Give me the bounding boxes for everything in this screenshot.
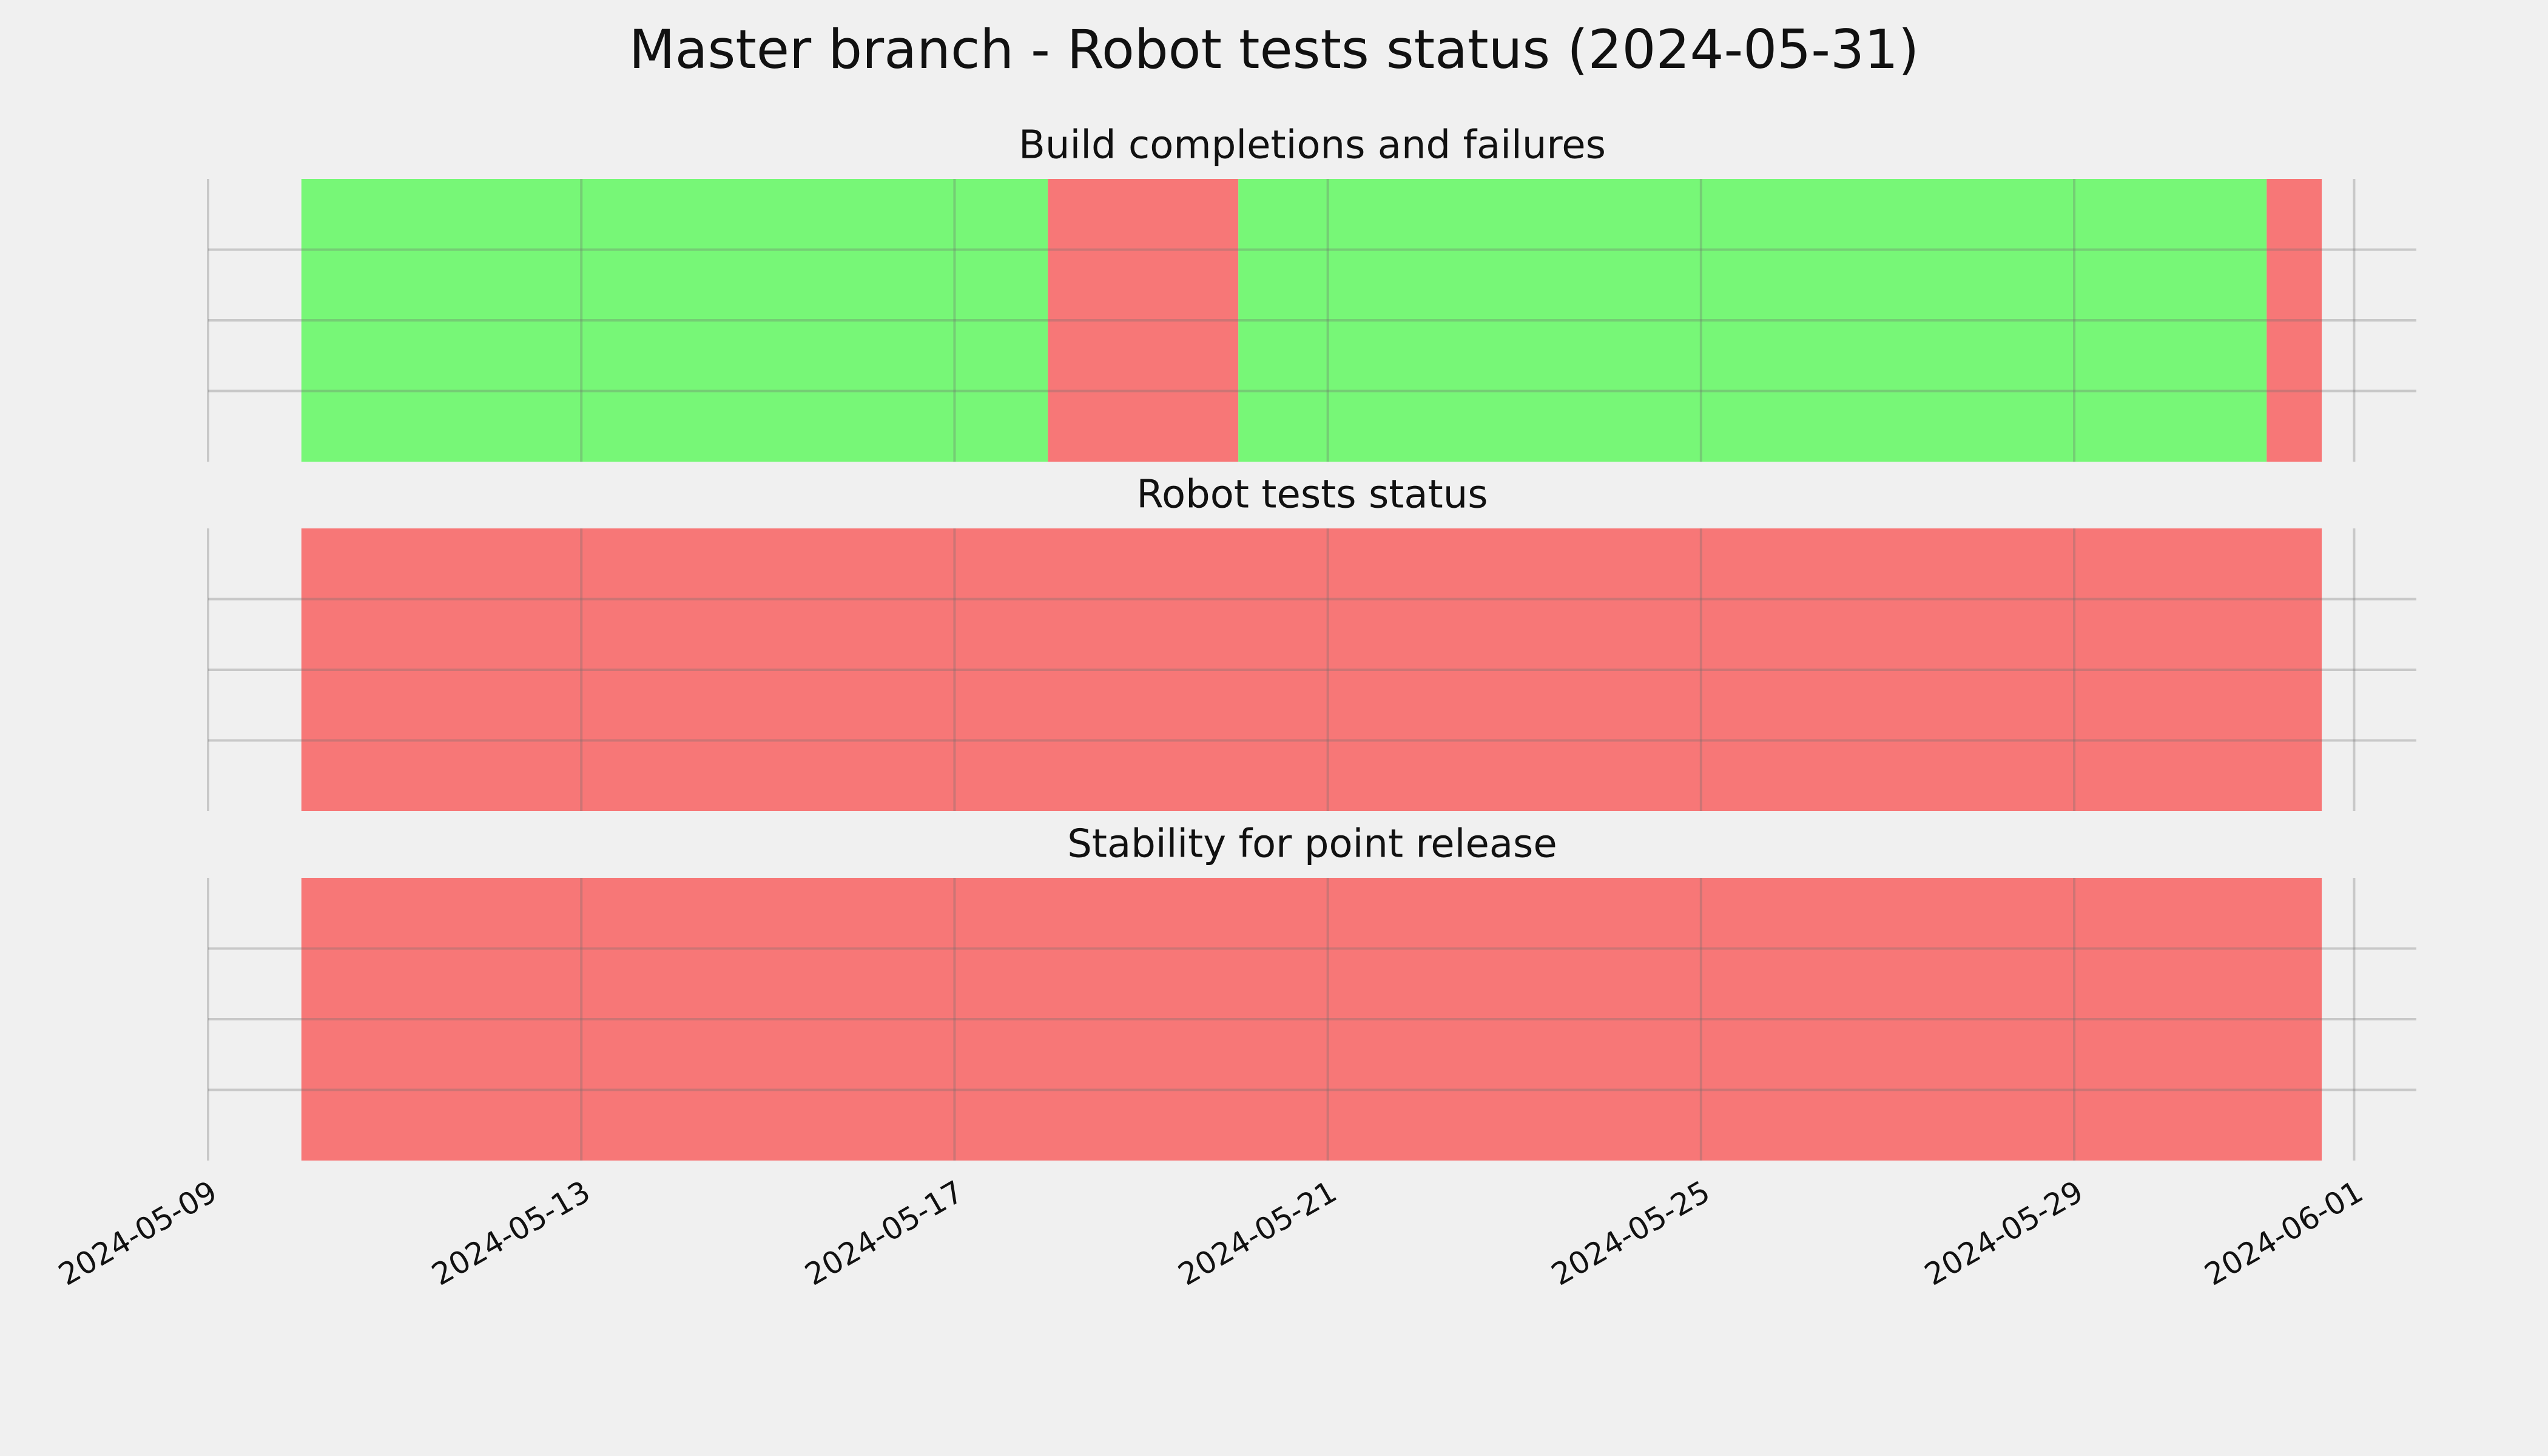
x-tick-label: 2024-05-25 <box>1546 1174 1716 1293</box>
x-tick-label: 2024-05-13 <box>426 1174 596 1293</box>
status-bar <box>301 878 2322 1161</box>
subplot-title: Robot tests status <box>1136 473 1488 517</box>
status-bar <box>2267 179 2322 462</box>
subplot-title: Build completions and failures <box>1019 123 1606 168</box>
x-tick-label: 2024-05-29 <box>1919 1174 2089 1293</box>
x-tick-label: 2024-05-09 <box>53 1174 223 1293</box>
x-tick-label: 2024-05-21 <box>1172 1174 1343 1293</box>
status-bar <box>1238 179 2267 462</box>
subplot-title: Stability for point release <box>1067 822 1557 867</box>
figure-title: Master branch - Robot tests status (2024… <box>629 18 1919 81</box>
status-bar <box>301 179 1048 462</box>
status-bar <box>301 528 2322 811</box>
status-bar <box>1048 179 1239 462</box>
x-tick-label: 2024-05-17 <box>799 1174 969 1293</box>
x-tick-label: 2024-06-01 <box>2199 1174 2369 1293</box>
